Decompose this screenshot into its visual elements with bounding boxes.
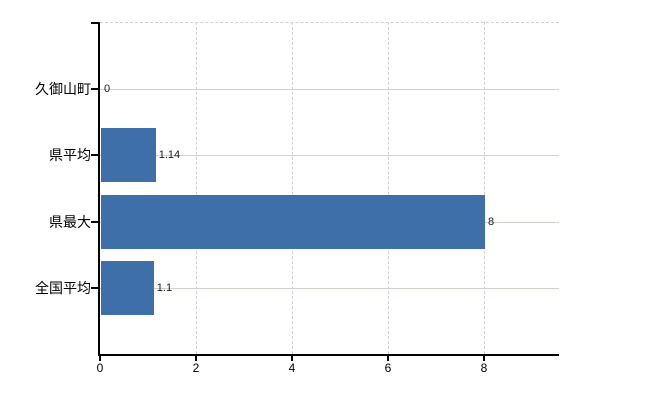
- v-gridline: [196, 22, 197, 354]
- value-label: 1.14: [158, 149, 181, 161]
- x-tick-label: 0: [96, 361, 104, 375]
- plot-top-border: [100, 22, 559, 23]
- value-label: 1.1: [156, 282, 173, 294]
- x-tick-label: 6: [384, 361, 392, 375]
- bar: [101, 128, 156, 182]
- v-gridline: [292, 22, 293, 354]
- x-tick: [387, 356, 389, 361]
- x-tick-label: 8: [480, 361, 488, 375]
- bar: [101, 261, 154, 315]
- category-label: 全国平均: [35, 280, 91, 296]
- h-gridline: [100, 288, 559, 289]
- value-label: 8: [488, 215, 495, 228]
- y-tick: [91, 220, 98, 223]
- y-tick: [91, 154, 98, 156]
- y-tick: [91, 287, 98, 289]
- y-axis-top-tick: [91, 22, 98, 24]
- y-axis: [98, 22, 100, 356]
- x-tick: [291, 356, 293, 361]
- category-label: 県最大: [49, 213, 91, 230]
- x-tick-label: 2: [192, 361, 200, 375]
- v-gridline: [484, 22, 485, 354]
- y-tick: [91, 87, 98, 90]
- value-label: 0: [104, 82, 111, 95]
- x-axis: [98, 354, 559, 356]
- x-tick: [483, 356, 485, 361]
- category-label: 県平均: [49, 147, 91, 163]
- x-tick: [99, 356, 101, 361]
- x-tick: [195, 356, 197, 361]
- bar: [101, 194, 485, 249]
- category-label: 久御山町: [35, 80, 91, 97]
- h-gridline: [100, 88, 559, 90]
- v-gridline: [388, 22, 389, 354]
- x-tick-label: 4: [288, 361, 296, 375]
- h-gridline: [100, 155, 559, 156]
